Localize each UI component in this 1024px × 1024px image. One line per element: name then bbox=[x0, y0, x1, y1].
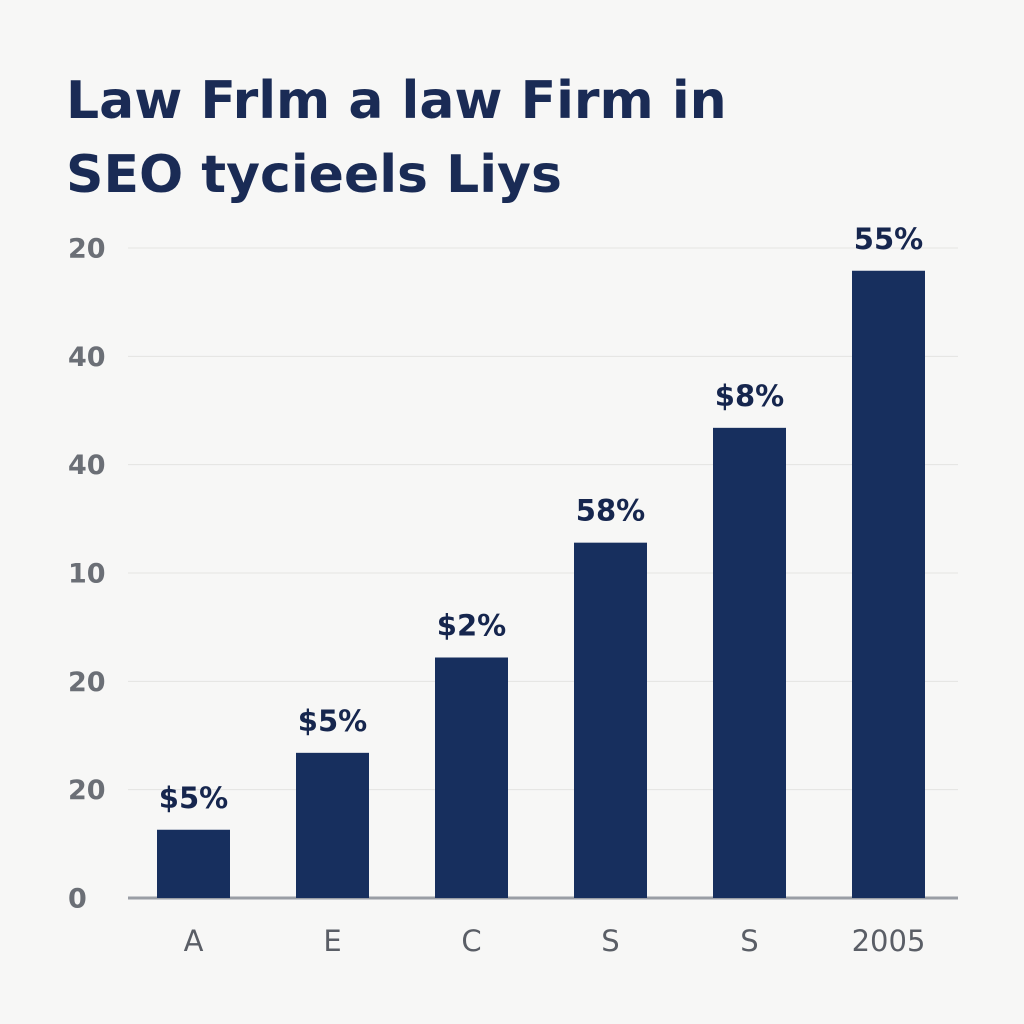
bar bbox=[435, 657, 508, 898]
chart-title: Law Frlm a law Firm in bbox=[66, 71, 727, 131]
value-label: $5% bbox=[159, 781, 228, 815]
value-label: $2% bbox=[437, 609, 506, 643]
x-tick-label: 2005 bbox=[852, 924, 926, 958]
x-tick-label: C bbox=[461, 924, 481, 958]
y-tick-label: 40 bbox=[68, 342, 106, 373]
value-label: $8% bbox=[715, 379, 784, 413]
bar bbox=[852, 270, 925, 898]
bar bbox=[713, 427, 786, 898]
y-tick-label: 10 bbox=[68, 559, 106, 590]
x-tick-label: A bbox=[184, 924, 204, 958]
x-tick-label: S bbox=[601, 924, 619, 958]
bar bbox=[157, 829, 230, 898]
x-tick-label: S bbox=[740, 924, 758, 958]
chart-title: SEO tycieels Liys bbox=[66, 145, 562, 205]
value-label: 58% bbox=[576, 494, 645, 528]
x-tick-label: E bbox=[323, 924, 341, 958]
y-tick-label: 20 bbox=[68, 775, 106, 806]
y-tick-label: 20 bbox=[68, 234, 106, 265]
y-tick-label: 40 bbox=[68, 450, 106, 481]
bar bbox=[574, 542, 647, 898]
bar bbox=[296, 752, 369, 898]
value-label: $5% bbox=[298, 704, 367, 738]
value-label: 55% bbox=[854, 222, 923, 256]
y-tick-label: 0 bbox=[68, 884, 87, 915]
y-tick-label: 20 bbox=[68, 667, 106, 698]
